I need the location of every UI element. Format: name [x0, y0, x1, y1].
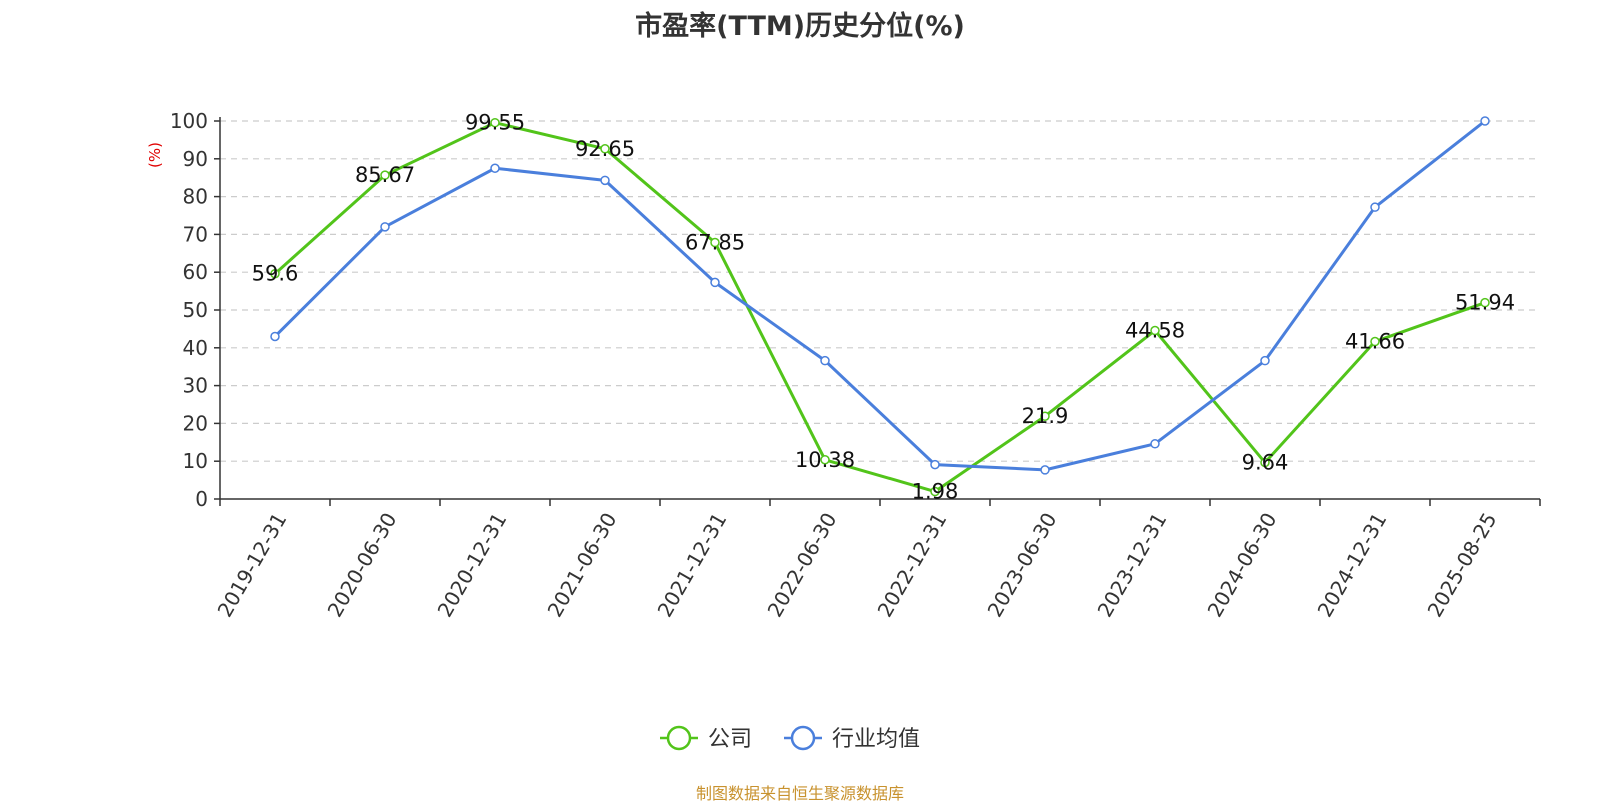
x-tick-label: 2022-12-31 — [873, 509, 952, 622]
data-point — [1150, 439, 1160, 449]
data-point — [1040, 411, 1050, 421]
legend: 公司 行业均值 — [660, 725, 920, 752]
y-tick-label: 10 — [183, 449, 208, 473]
legend-label: 公司 — [708, 727, 752, 752]
data-point — [600, 175, 610, 186]
data-label: 41.66 — [1345, 330, 1405, 354]
x-tick-label: 2023-06-30 — [983, 509, 1062, 622]
data-label: 92.65 — [575, 137, 635, 161]
data-point — [380, 170, 390, 180]
data-point — [1260, 457, 1270, 468]
data-point — [270, 268, 280, 279]
series-line-1 — [273, 119, 1486, 472]
chart-title: 市盈率(TTM)历史分位(%) — [635, 11, 965, 42]
data-point — [380, 222, 390, 232]
y-axis-label: (%) — [146, 142, 164, 168]
data-point — [1150, 325, 1160, 336]
data-point — [600, 144, 610, 154]
data-point — [820, 455, 830, 465]
data-point — [710, 237, 720, 248]
data-point — [820, 355, 830, 366]
y-tick-label: 80 — [183, 185, 208, 209]
y-tick-label: 20 — [183, 411, 208, 435]
legend-marker — [666, 725, 692, 751]
data-label: 51.94 — [1455, 291, 1515, 315]
data-labels: 59.6 85.67 99.55 92.65 67.85 10.38 1.98 21.9 44.… — [252, 111, 1515, 504]
x-tick-label: 2020-12-31 — [433, 509, 512, 622]
data-point — [930, 486, 940, 497]
data-label: 21.9 — [1022, 404, 1069, 428]
y-tick-label: 100 — [170, 109, 208, 133]
y-tick-label: 40 — [183, 336, 208, 360]
y-tick-label: 0 — [195, 487, 208, 511]
series-line-0 — [273, 121, 1486, 494]
data-label: 59.6 — [252, 262, 299, 286]
data-point — [1370, 336, 1380, 347]
data-point — [1480, 297, 1490, 308]
data-label: 99.55 — [465, 111, 525, 135]
x-tick-label: 2020-06-30 — [323, 509, 402, 622]
y-tick-label: 90 — [183, 147, 208, 171]
legend-label: 行业均值 — [832, 727, 920, 752]
data-label: 10.38 — [795, 448, 855, 472]
x-tick-label: 2022-06-30 — [763, 509, 842, 622]
y-tick-label: 70 — [183, 222, 208, 246]
y-tick-label: 60 — [183, 260, 208, 284]
data-label: 85.67 — [355, 163, 415, 187]
x-tick-label: 2019-12-31 — [213, 509, 292, 622]
data-point — [1480, 116, 1490, 126]
x-tick-label: 2023-12-31 — [1093, 509, 1172, 622]
data-label: 1.98 — [912, 480, 959, 504]
x-tick-label: 2024-12-31 — [1313, 509, 1392, 622]
x-tick-label: 2021-06-30 — [543, 509, 622, 622]
data-point — [490, 163, 500, 173]
y-tick-label: 30 — [183, 374, 208, 398]
source-note: 制图数据来自恒生聚源数据库 — [695, 784, 904, 803]
data-point — [930, 459, 940, 470]
data-point — [1040, 465, 1050, 475]
x-tick-label: 2024-06-30 — [1203, 509, 1282, 622]
data-point — [490, 117, 500, 128]
legend-marker — [790, 725, 816, 751]
y-tick-label: 50 — [183, 298, 208, 322]
data-label: 44.58 — [1125, 318, 1185, 342]
data-point — [270, 331, 280, 342]
data-point — [1260, 355, 1270, 366]
grid-lines — [220, 120, 1540, 462]
x-tick-label: 2021-12-31 — [653, 509, 732, 622]
x-tick-label: 2025-08-25 — [1423, 509, 1502, 622]
data-label: 9.64 — [1242, 451, 1289, 475]
data-point — [1370, 202, 1380, 212]
data-label: 67.85 — [685, 231, 745, 255]
series-lines — [270, 116, 1490, 497]
data-point — [710, 277, 720, 288]
